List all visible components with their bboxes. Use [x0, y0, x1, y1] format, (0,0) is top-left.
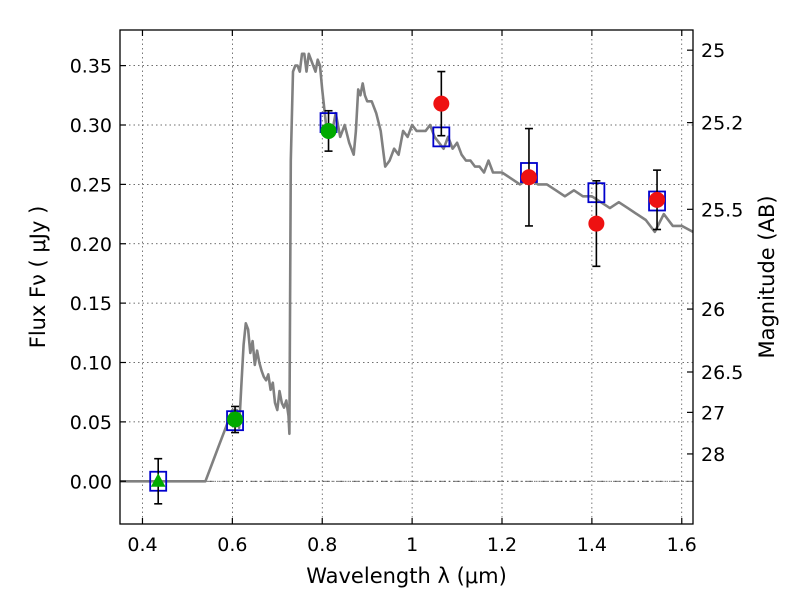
x-tick-label: 1: [406, 534, 418, 556]
y-axis-ticks: 0.00 0.05 0.10 0.15 0.20 0.25 0.30 0.35: [70, 56, 126, 493]
magnitude-tick-label: 26.5: [701, 362, 743, 384]
y-tick-label: 0.25: [70, 174, 112, 196]
observed-flux-point: [588, 215, 605, 232]
observed-flux-point: [520, 169, 537, 186]
upper-limit-triangle: [150, 473, 166, 487]
model-photometry-markers: [149, 112, 666, 492]
observed-flux-point: [227, 411, 244, 428]
x-axis-label: Wavelength λ (μm): [306, 564, 507, 588]
magnitude-tick-label: 25: [701, 40, 725, 62]
plot-frame: [119, 29, 694, 525]
x-tick-label: 1.2: [487, 534, 517, 556]
magnitude-tick-label: 26: [701, 299, 725, 321]
observed-photometry-points: [150, 70, 666, 505]
magnitude-tick-label: 28: [701, 444, 725, 466]
y-tick-label: 0.20: [70, 234, 112, 256]
grid: [120, 30, 693, 524]
magnitude-tick-label: 27: [701, 402, 725, 424]
x-axis-ticks: 0.4 0.6 0.8 1 1.2 1.4 1.6: [127, 30, 697, 556]
y-tick-label: 0.00: [70, 471, 112, 493]
y-tick-label: 0.15: [70, 293, 112, 315]
x-tick-label: 0.4: [127, 534, 157, 556]
magnitude-axis-label: Magnitude (AB): [755, 195, 779, 358]
x-tick-label: 0.8: [307, 534, 337, 556]
magnitude-tick-label: 25.2: [701, 113, 743, 135]
magnitude-axis-ticks: 25 25.2 25.5 26 26.5 27 28: [687, 40, 743, 466]
magnitude-tick-label: 25.5: [701, 199, 743, 221]
x-tick-label: 1.4: [577, 534, 607, 556]
x-tick-label: 1.6: [667, 534, 697, 556]
y-tick-label: 0.05: [70, 412, 112, 434]
y-tick-label: 0.35: [70, 56, 112, 78]
observed-flux-point: [649, 191, 666, 208]
y-tick-label: 0.10: [70, 353, 112, 375]
y-axis-label: Flux Fν ( μJy ): [26, 206, 50, 349]
model-spectrum-line: [120, 52, 694, 483]
x-tick-label: 0.6: [217, 534, 247, 556]
observed-flux-point: [320, 122, 337, 139]
y-tick-label: 0.30: [70, 115, 112, 137]
observed-flux-point: [433, 95, 450, 112]
